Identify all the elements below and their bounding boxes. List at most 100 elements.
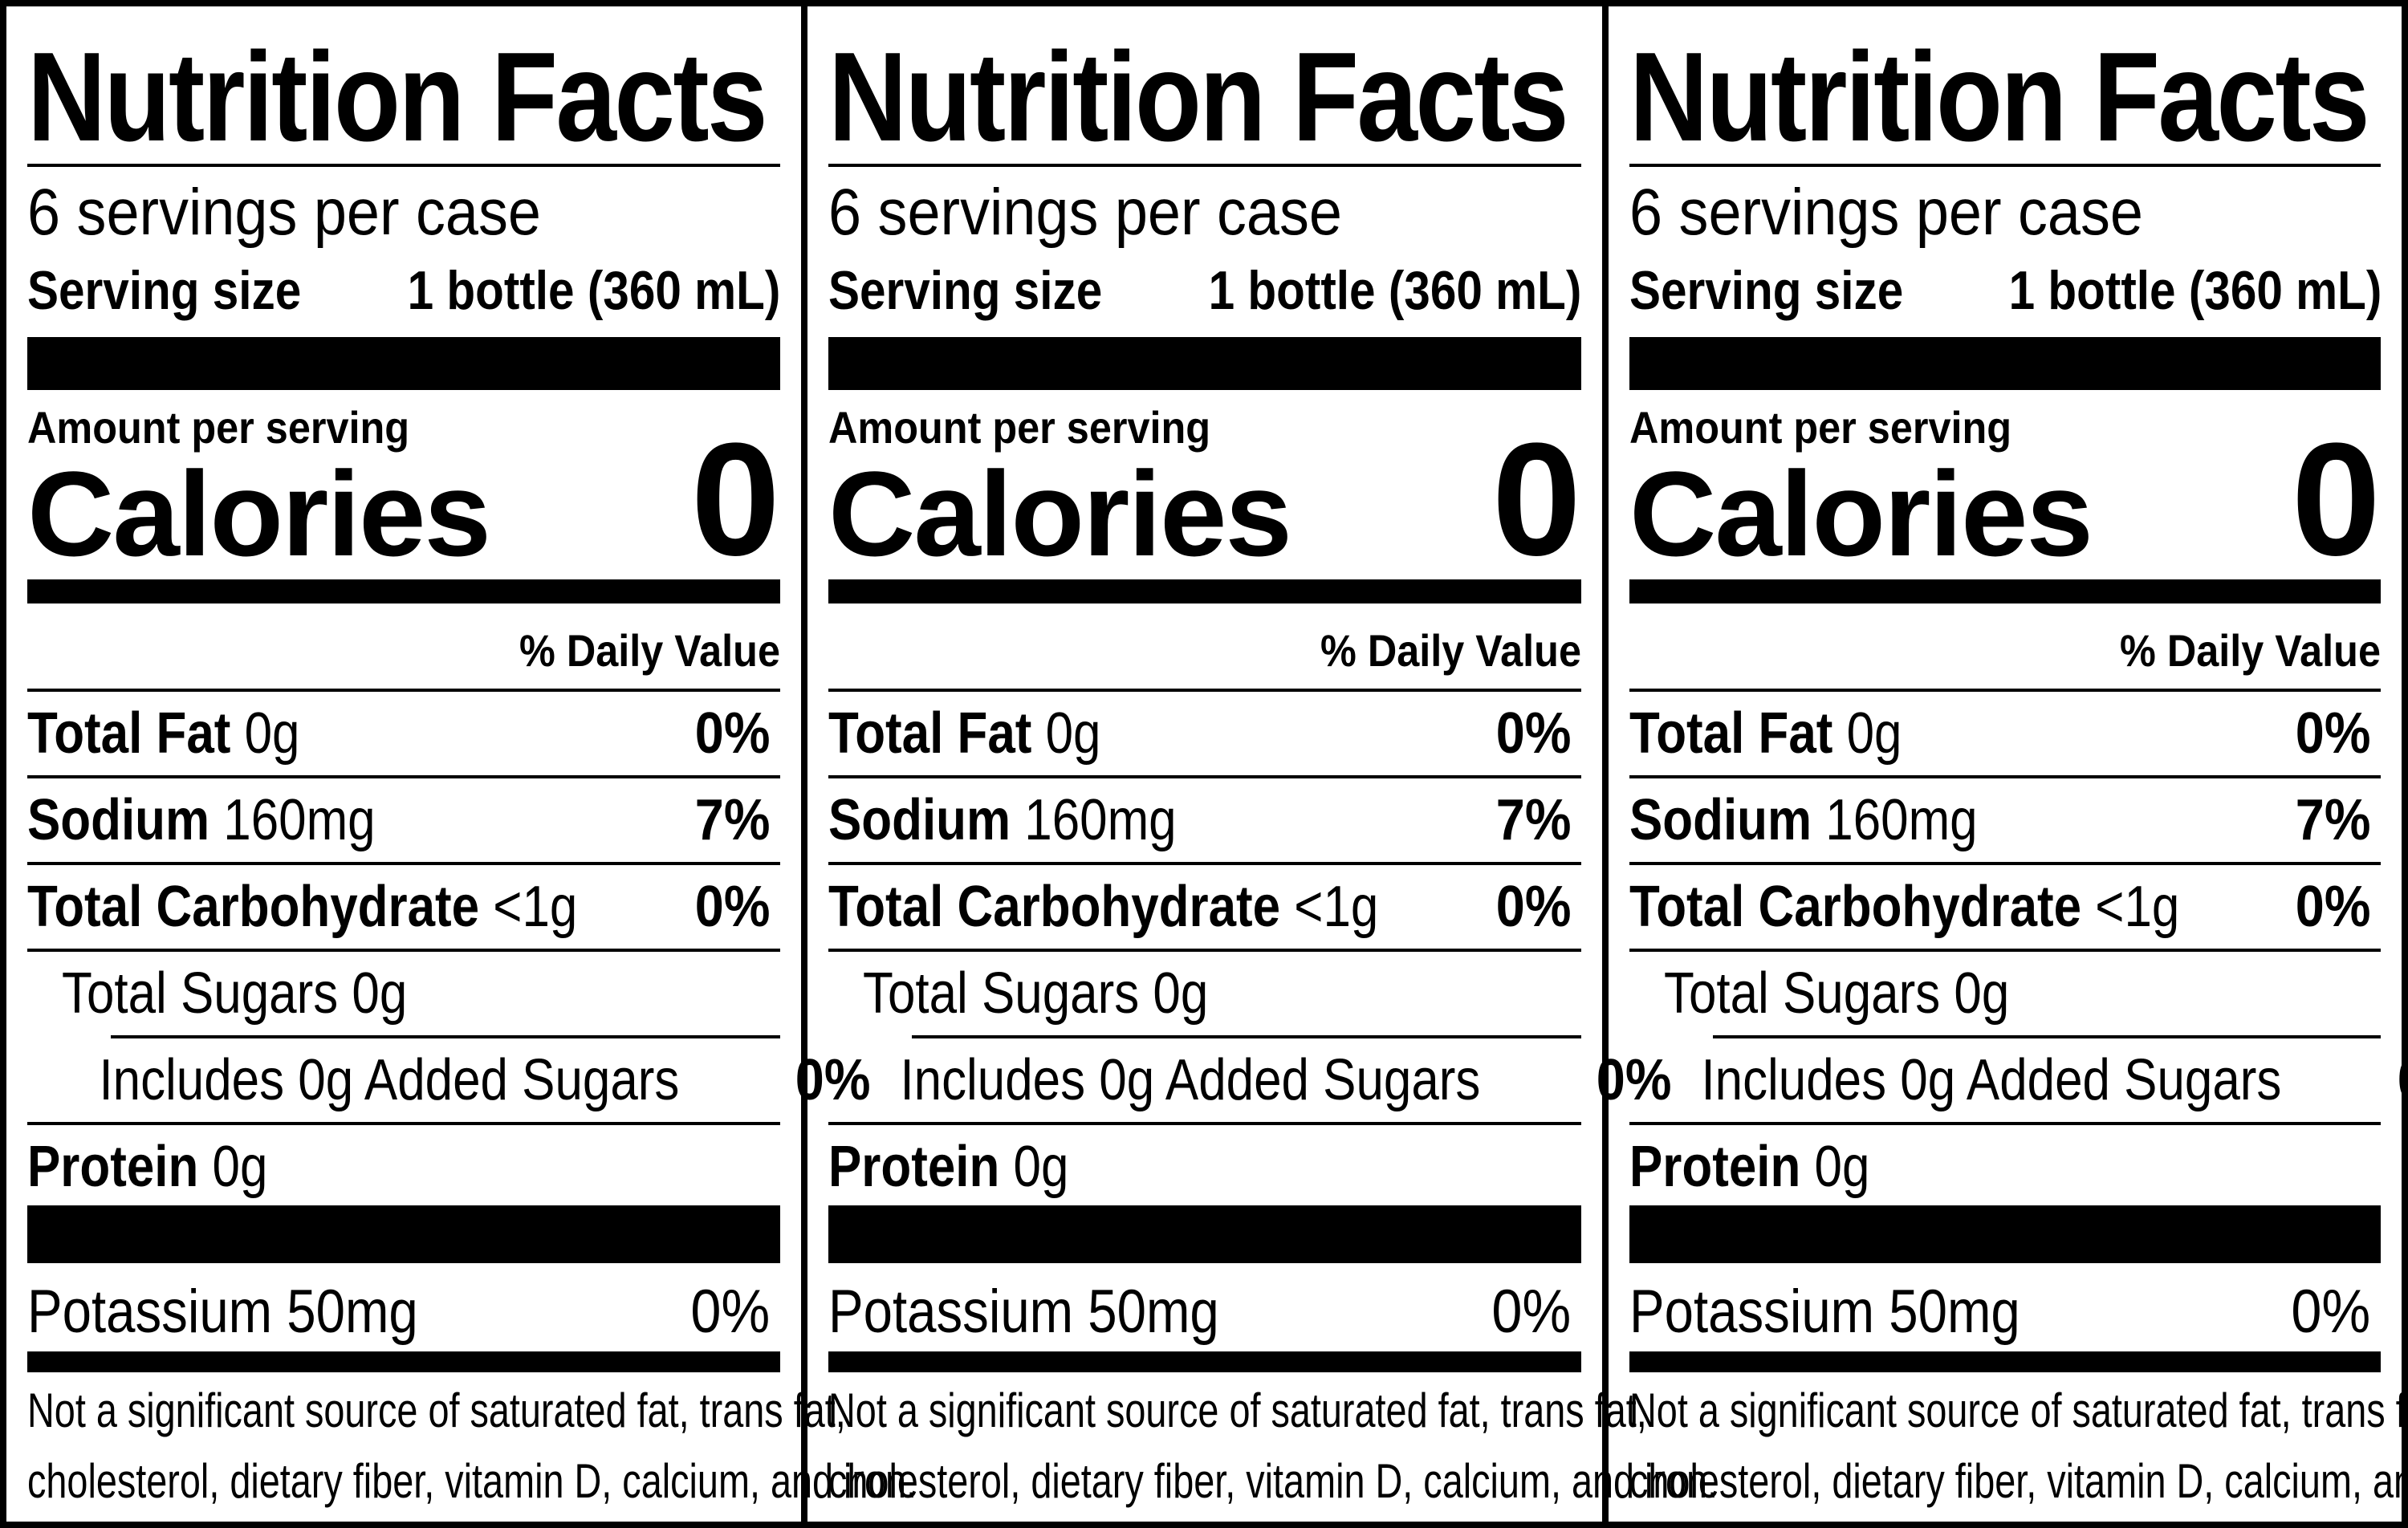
potassium-text: Potassium 50mg bbox=[1629, 1277, 2020, 1346]
nutrient-amount: <1g bbox=[2095, 875, 2180, 939]
nutrition-label-panel: Nutrition Facts 6 servings per case Serv… bbox=[6, 6, 917, 1522]
nutrient-percent: 0% bbox=[694, 875, 771, 939]
calories-value: 0 bbox=[2291, 410, 2381, 589]
thick-divider bbox=[828, 1351, 1581, 1372]
nutrient-row-total-fat: Total Fat 0g 0% bbox=[27, 692, 780, 775]
calories-label: Calories bbox=[828, 446, 1292, 581]
thick-divider bbox=[1629, 1351, 2381, 1372]
thick-divider bbox=[828, 1205, 1581, 1263]
nutrient-name: Sodium bbox=[828, 788, 1011, 852]
potassium-percent: 0% bbox=[690, 1277, 771, 1346]
nutrient-row-potassium: Potassium 50mg 0% bbox=[27, 1266, 780, 1356]
nutrient-name: Total Fat bbox=[27, 701, 231, 766]
thick-divider bbox=[1629, 1205, 2381, 1263]
nutrient-row-protein: Protein 0g bbox=[1629, 1125, 2381, 1209]
nutrient-row-protein: Protein 0g bbox=[828, 1125, 1581, 1209]
label-title: Nutrition Facts bbox=[828, 26, 1569, 168]
servings-per-container: 6 servings per case bbox=[1629, 176, 2143, 249]
thick-divider bbox=[27, 1205, 780, 1263]
nutrient-row-sodium: Sodium 160mg 7% bbox=[828, 778, 1581, 862]
nutrient-name: Protein bbox=[1629, 1135, 1801, 1199]
divider bbox=[828, 775, 1581, 778]
amount-per-serving: Amount per serving bbox=[828, 402, 1211, 453]
daily-value-header: % Daily Value bbox=[2120, 625, 2381, 676]
nutrient-text: Total Sugars 0g bbox=[1664, 961, 2010, 1026]
serving-size-row: Serving size 1 bottle (360 mL) bbox=[27, 258, 780, 323]
divider bbox=[828, 862, 1581, 865]
daily-value-header: % Daily Value bbox=[1320, 625, 1581, 676]
nutrient-percent: 7% bbox=[694, 788, 771, 852]
thick-divider bbox=[27, 1351, 780, 1372]
nutrient-row-total-sugars: Total Sugars 0g bbox=[828, 952, 1581, 1035]
nutrient-name: Sodium bbox=[27, 788, 210, 852]
divider bbox=[1629, 862, 2381, 865]
nutrient-row-total-fat: Total Fat 0g 0% bbox=[1629, 692, 2381, 775]
divider bbox=[1629, 689, 2381, 692]
thick-divider bbox=[27, 579, 780, 603]
potassium-percent: 0% bbox=[1491, 1277, 1572, 1346]
nutrient-name: Total Fat bbox=[828, 701, 1032, 766]
nutrient-row-potassium: Potassium 50mg 0% bbox=[1629, 1266, 2381, 1356]
serving-size-row: Serving size 1 bottle (360 mL) bbox=[828, 258, 1581, 323]
divider bbox=[27, 1122, 780, 1125]
nutrient-row-total-carbohydrate: Total Carbohydrate <1g 0% bbox=[828, 865, 1581, 949]
divider bbox=[1629, 949, 2381, 952]
nutrient-percent: 0% bbox=[1495, 701, 1572, 766]
thick-divider bbox=[27, 337, 780, 390]
nutrient-percent: 0% bbox=[694, 701, 771, 766]
serving-size-row: Serving size 1 bottle (360 mL) bbox=[1629, 258, 2382, 323]
potassium-text: Potassium 50mg bbox=[828, 1277, 1219, 1346]
thick-divider bbox=[1629, 337, 2381, 390]
divider bbox=[111, 1035, 780, 1038]
servings-per-container: 6 servings per case bbox=[828, 176, 1342, 249]
nutrient-text: Total Sugars 0g bbox=[62, 961, 408, 1026]
calories-value: 0 bbox=[690, 410, 780, 589]
nutrient-amount: 160mg bbox=[1825, 788, 1978, 852]
nutrient-percent: 7% bbox=[2295, 788, 2371, 852]
nutrient-row-sodium: Sodium 160mg 7% bbox=[27, 778, 780, 862]
nutrient-amount: <1g bbox=[1294, 875, 1379, 939]
nutrient-percent: 0% bbox=[795, 1048, 871, 1112]
thick-divider bbox=[1629, 579, 2381, 603]
nutrient-name: Total Carbohydrate bbox=[828, 875, 1281, 939]
nutrient-text: Includes 0g Added Sugars bbox=[99, 1048, 680, 1112]
nutrient-amount: 0g bbox=[244, 701, 300, 766]
nutrient-row-added-sugars: Includes 0g Added Sugars 0% bbox=[828, 1038, 1671, 1122]
divider bbox=[828, 164, 1581, 167]
footnote-line: cholesterol, dietary fiber, vitamin D, c… bbox=[1629, 1454, 2408, 1508]
nutrient-amount: 0g bbox=[212, 1135, 268, 1199]
nutrient-text: Includes 0g Added Sugars bbox=[1701, 1048, 2282, 1112]
footnote-line: cholesterol, dietary fiber, vitamin D, c… bbox=[27, 1454, 917, 1508]
footnote-line: cholesterol, dietary fiber, vitamin D, c… bbox=[828, 1454, 1719, 1508]
divider bbox=[1713, 1035, 2381, 1038]
potassium-text: Potassium 50mg bbox=[27, 1277, 418, 1346]
nutrient-amount: 0g bbox=[1013, 1135, 1069, 1199]
daily-value-header: % Daily Value bbox=[519, 625, 780, 676]
nutrient-row-total-sugars: Total Sugars 0g bbox=[1629, 952, 2381, 1035]
nutrient-name: Total Carbohydrate bbox=[1629, 875, 2082, 939]
nutrient-row-added-sugars: Includes 0g Added Sugars 0% bbox=[27, 1038, 870, 1122]
serving-size-label: Serving size bbox=[27, 260, 302, 321]
nutrient-row-sodium: Sodium 160mg 7% bbox=[1629, 778, 2381, 862]
label-title: Nutrition Facts bbox=[27, 26, 768, 168]
potassium-percent: 0% bbox=[2291, 1277, 2371, 1346]
divider bbox=[1629, 775, 2381, 778]
nutrient-row-protein: Protein 0g bbox=[27, 1125, 780, 1209]
servings-per-container: 6 servings per case bbox=[27, 176, 541, 249]
nutrient-amount: 0g bbox=[1814, 1135, 1870, 1199]
nutrient-row-total-sugars: Total Sugars 0g bbox=[27, 952, 780, 1035]
nutrient-percent: 0% bbox=[2397, 1047, 2408, 1113]
nutrient-percent: 0% bbox=[2295, 875, 2371, 939]
divider bbox=[828, 1122, 1581, 1125]
nutrient-row-added-sugars: Includes 0g Added Sugars 0% bbox=[1629, 1038, 2408, 1122]
nutrient-row-potassium: Potassium 50mg 0% bbox=[828, 1266, 1581, 1356]
divider bbox=[27, 164, 780, 167]
calories-label: Calories bbox=[1629, 446, 2093, 581]
footnote-line: Not a significant source of saturated fa… bbox=[1629, 1384, 2408, 1437]
nutrient-name: Protein bbox=[828, 1135, 1000, 1199]
footnote-line: Not a significant source of saturated fa… bbox=[27, 1384, 846, 1437]
footnote: Not a significant source of saturated fa… bbox=[1629, 1376, 2408, 1517]
nutrient-amount: 160mg bbox=[223, 788, 376, 852]
nutrition-label-panel: Nutrition Facts 6 servings per case Serv… bbox=[807, 6, 1719, 1522]
divider bbox=[912, 1035, 1581, 1038]
